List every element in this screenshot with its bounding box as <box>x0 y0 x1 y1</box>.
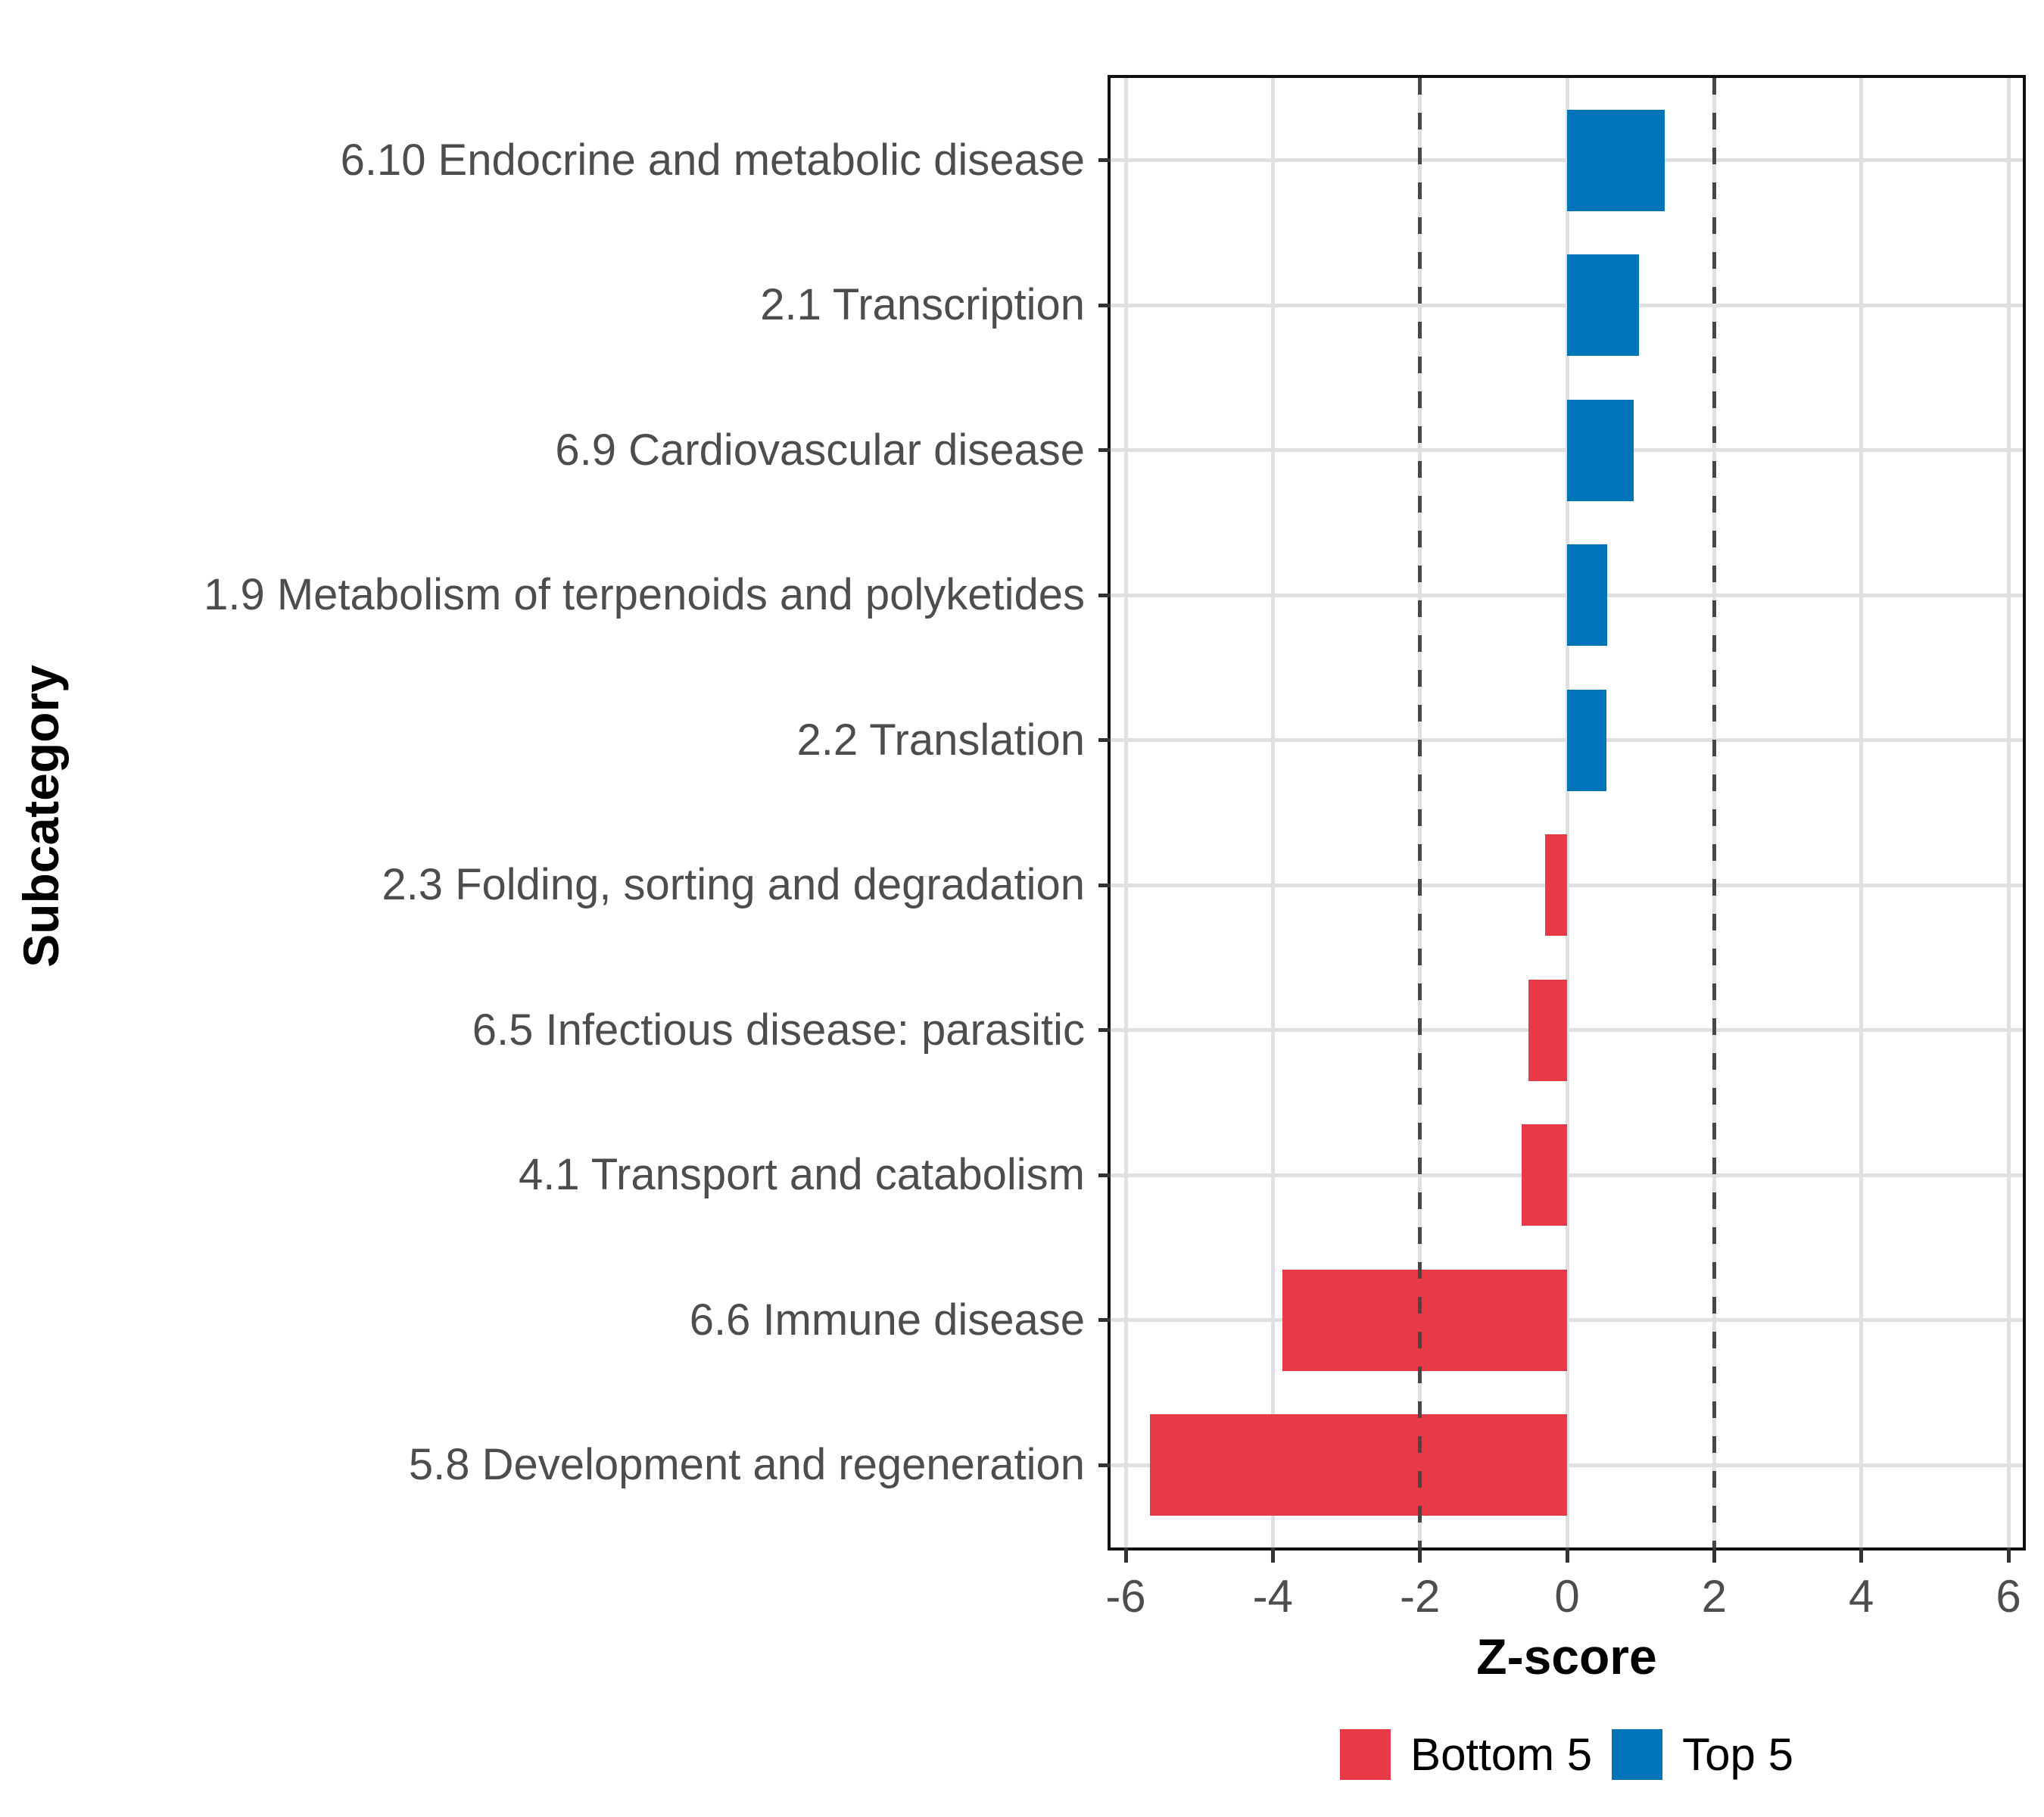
legend-item-bottom5: Bottom 5 <box>1340 1728 1592 1781</box>
y-gridline <box>1111 593 2023 597</box>
legend-swatch-top5 <box>1612 1728 1663 1780</box>
category-label: 2.1 Transcription <box>760 280 1085 330</box>
x-gridline-6 <box>2006 78 2011 1547</box>
reference-line-2 <box>1712 78 1716 1547</box>
bar <box>1150 1414 1567 1516</box>
bar <box>1567 544 1608 647</box>
category-label: 5.8 Development and regeneration <box>408 1440 1085 1490</box>
category-label: 2.2 Translation <box>796 715 1085 765</box>
category-label: 4.1 Transport and catabolism <box>519 1150 1085 1200</box>
x-axis-title: Z-score <box>1476 1628 1657 1685</box>
category-label: 6.6 Immune disease <box>689 1295 1085 1345</box>
legend-item-top5: Top 5 <box>1612 1728 1793 1781</box>
x-tick-label-2: 2 <box>1701 1571 1728 1622</box>
x-axis-tick--2 <box>1418 1547 1422 1563</box>
x-axis-tick--6 <box>1123 1547 1128 1563</box>
category-label: 6.5 Infectious disease: parasitic <box>472 1005 1085 1055</box>
x-tick-label-0: 0 <box>1554 1571 1580 1622</box>
bar <box>1567 254 1640 357</box>
reference-line--2 <box>1418 78 1422 1547</box>
y-axis-tick <box>1098 448 1111 453</box>
category-label: 1.9 Metabolism of terpenoids and polyket… <box>204 570 1085 620</box>
category-label: 2.3 Folding, sorting and degradation <box>382 860 1085 910</box>
bar <box>1567 399 1634 501</box>
x-tick-label--2: -2 <box>1399 1571 1441 1622</box>
x-tick-label-6: 6 <box>1996 1571 2021 1622</box>
y-axis-tick <box>1098 593 1111 597</box>
x-axis-tick--4 <box>1270 1547 1275 1563</box>
x-tick-label--6: -6 <box>1105 1571 1146 1622</box>
y-gridline <box>1111 303 2023 307</box>
y-axis-tick <box>1098 158 1111 163</box>
y-axis-tick <box>1098 1173 1111 1177</box>
y-axis-tick <box>1098 1318 1111 1323</box>
y-gridline <box>1111 448 2023 453</box>
y-axis-tick <box>1098 1463 1111 1467</box>
y-axis-tick <box>1098 883 1111 887</box>
bar <box>1544 834 1567 937</box>
bar <box>1567 109 1665 211</box>
legend: Bottom 5 Top 5 <box>1108 1728 2026 1781</box>
y-axis-tick <box>1098 303 1111 307</box>
legend-swatch-bottom5 <box>1340 1728 1391 1780</box>
x-axis-tick-6 <box>2006 1547 2011 1563</box>
x-gridline-0 <box>1565 78 1569 1547</box>
y-axis-tick <box>1098 1028 1111 1033</box>
bar <box>1521 1124 1567 1226</box>
plot-panel: -6 -4 -2 0 2 4 6 6.10 Endocrine and metabolic d… <box>204 75 2026 1622</box>
x-gridline--4 <box>1270 78 1275 1547</box>
legend-label-top5: Top 5 <box>1682 1728 1793 1780</box>
category-label: 6.9 Cardiovascular disease <box>555 425 1085 475</box>
x-axis-tick-2 <box>1712 1547 1716 1563</box>
y-axis-tick <box>1098 738 1111 743</box>
bar <box>1528 979 1567 1081</box>
bar <box>1567 689 1607 791</box>
x-tick-label-4: 4 <box>1848 1571 1874 1622</box>
y-gridline <box>1111 738 2023 743</box>
x-gridline--6 <box>1123 78 1128 1547</box>
bar <box>1282 1269 1567 1371</box>
category-label: 6.10 Endocrine and metabolic disease <box>340 135 1085 185</box>
x-axis-tick-0 <box>1565 1547 1569 1563</box>
x-tick-label--4: -4 <box>1252 1571 1293 1622</box>
x-gridline-4 <box>1859 78 1864 1547</box>
y-gridline <box>1111 158 2023 163</box>
legend-label-bottom5: Bottom 5 <box>1410 1728 1593 1780</box>
x-axis-tick-4 <box>1859 1547 1864 1563</box>
